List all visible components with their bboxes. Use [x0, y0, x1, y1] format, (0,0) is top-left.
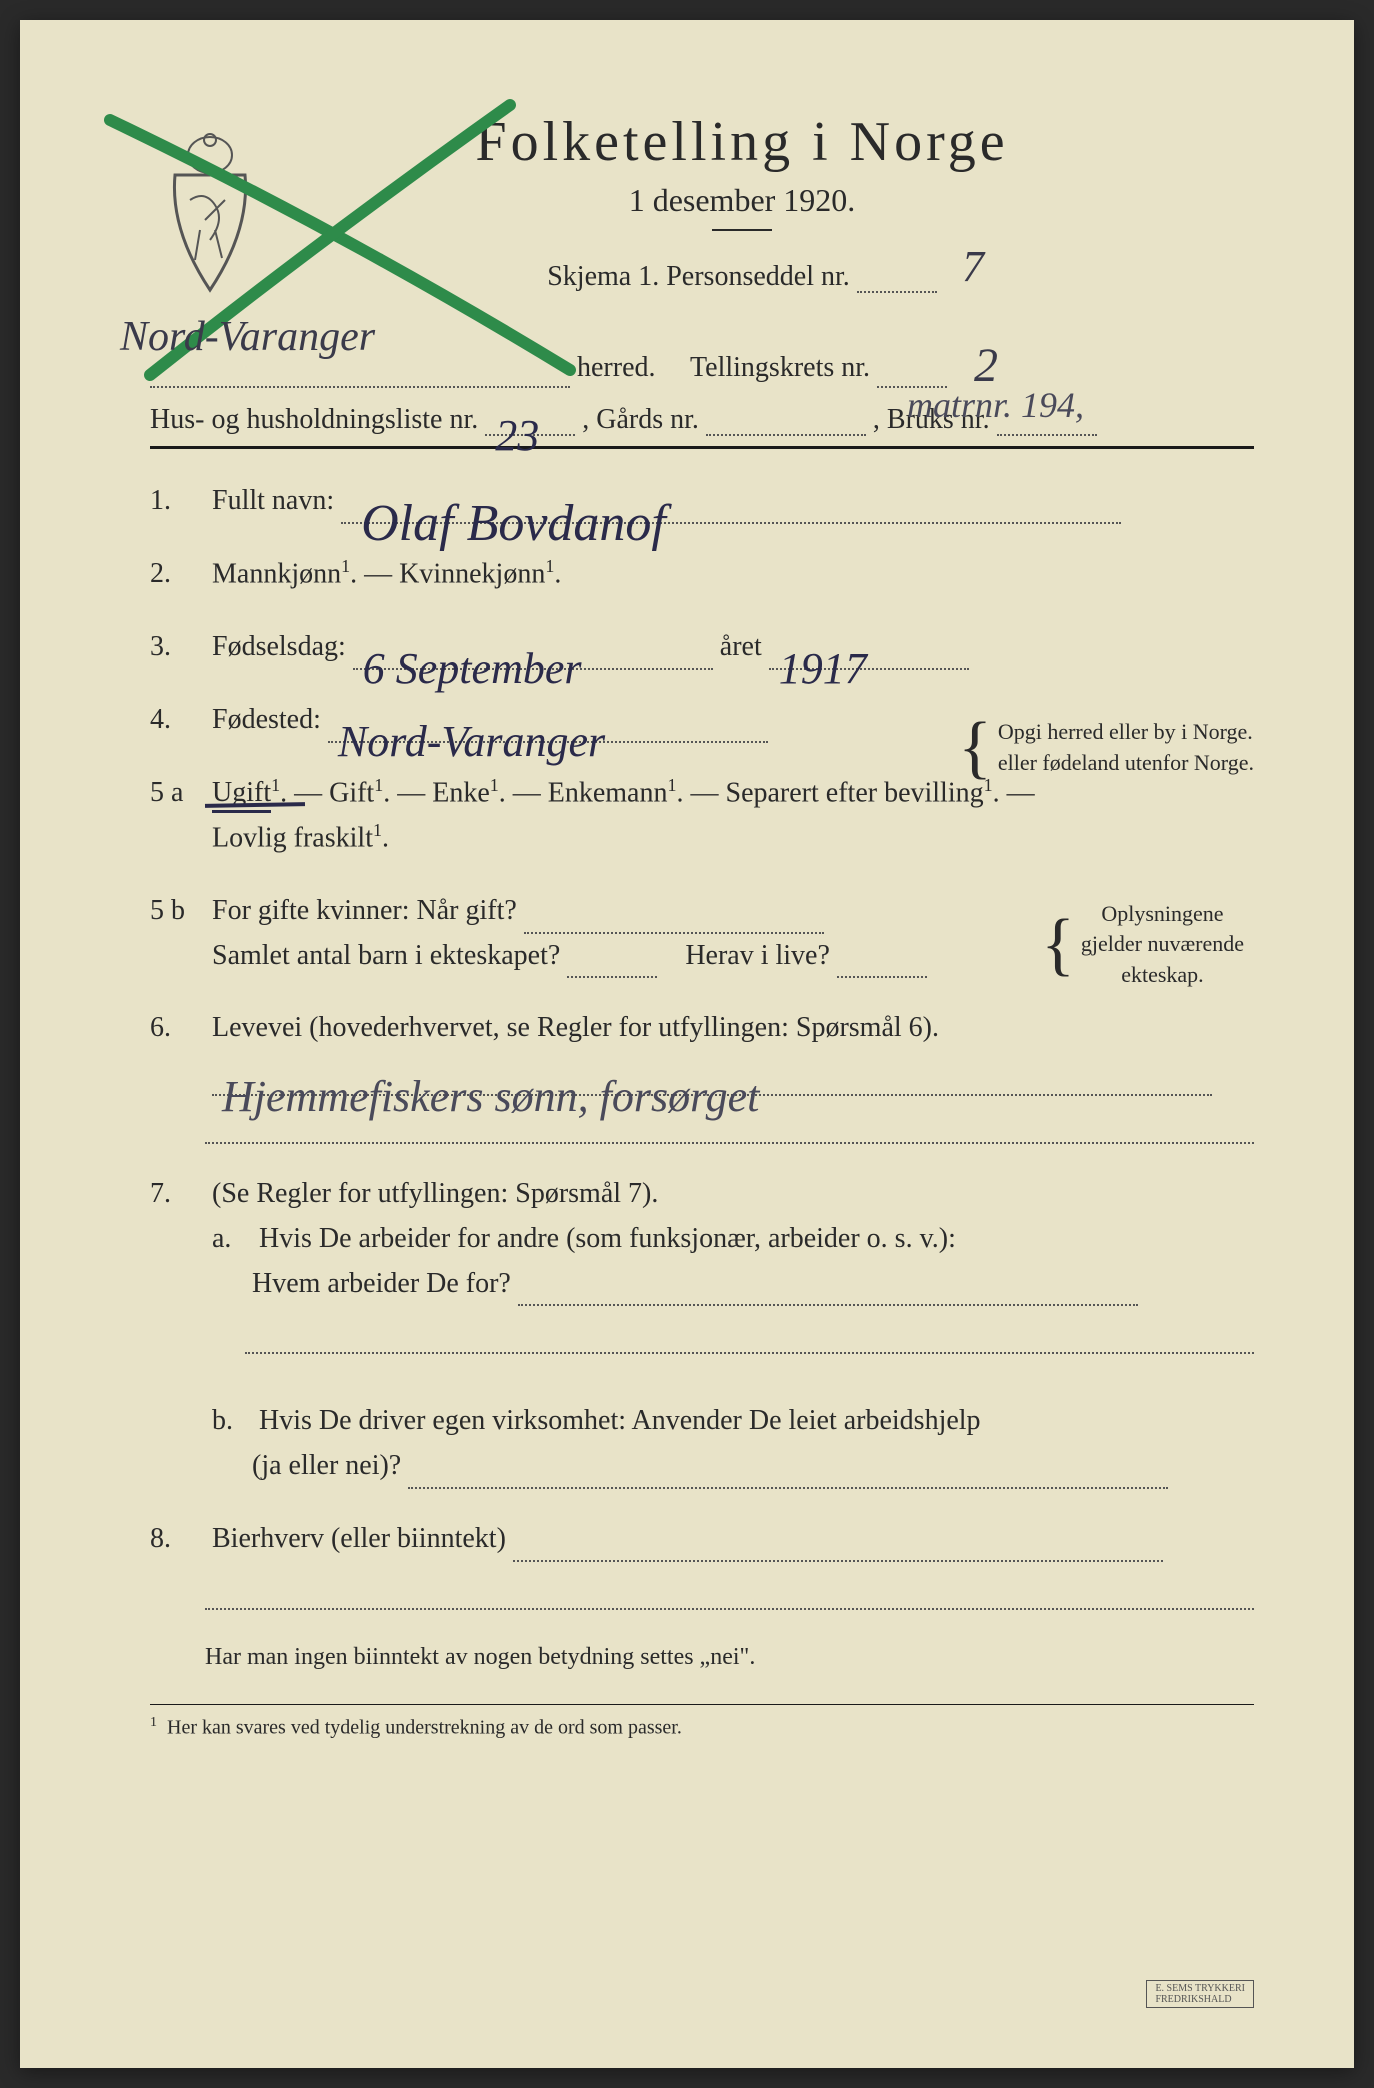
row-num-5b: 5 b [150, 889, 205, 934]
hushold-line: Hus- og husholdningsliste nr. 23 , Gårds… [150, 404, 1254, 436]
footnote: 1 Her kan svares ved tydelig understrekn… [150, 1715, 1254, 1740]
row-num-8: 8. [150, 1517, 205, 1562]
row-3-birthdate: 3. Fødselsdag: 6 September året 1917 [150, 625, 1254, 670]
row-4-birthplace: 4. Fødested: Nord-Varanger { Opgi herred… [150, 698, 1254, 743]
herred-line: Nord-Varanger herred. Tellingskrets nr. … [150, 333, 1254, 388]
row-5a-marital: 5 a Ugift1. — Gift1. — Enke1. — Enkemann… [150, 771, 1254, 861]
row-7a-num: a. [212, 1217, 252, 1262]
row-5b-married-women: 5 b For gifte kvinner: Når gift? Samlet … [150, 889, 1254, 979]
row-7b-num: b. [212, 1399, 252, 1444]
row-5b-brace-note: { Oplysningene gjelder nuværende ekteska… [1035, 889, 1244, 1001]
row-6-occupation: 6. Levevei (hovederhvervet, se Regler fo… [150, 1006, 1254, 1144]
divider-rule [150, 446, 1254, 449]
row-num-4: 4. [150, 698, 205, 743]
row-1-name: 1. Fullt navn: Olaf Bovdanof [150, 479, 1254, 524]
row-num-6: 6. [150, 1006, 205, 1051]
kvinnekjonn-label: Kvinnekjønn [399, 558, 545, 589]
row-2-sex: 2. Mannkjønn1. — Kvinnekjønn1. [150, 552, 1254, 597]
row-num-1: 1. [150, 479, 205, 524]
main-title: Folketelling i Norge [230, 110, 1254, 174]
title-underline [712, 229, 772, 231]
census-date: 1 desember 1920. [230, 182, 1254, 219]
row-num-5a: 5 a [150, 771, 205, 816]
header-area: Folketelling i Norge 1 desember 1920. Sk… [150, 110, 1254, 293]
footnote-rule [150, 1704, 1254, 1705]
gards-label: , Gårds nr. [582, 404, 699, 435]
personseddel-number-hw: 7 [962, 241, 984, 292]
herred-label: herred. [577, 352, 656, 383]
printer-mark: E. SEMS TRYKKERI FREDRIKSHALD [1146, 1980, 1254, 2008]
row-7: 7. (Se Regler for utfyllingen: Spørsmål … [150, 1172, 1254, 1489]
row-4-label: Fødested: [212, 704, 321, 735]
hushold-label: Hus- og husholdningsliste nr. [150, 404, 478, 435]
title-block: Folketelling i Norge 1 desember 1920. Sk… [230, 110, 1254, 293]
herred-name-hw: Nord-Varanger [120, 313, 375, 361]
birth-year-hw: 1917 [779, 634, 867, 704]
tellingskrets-label: Tellingskrets nr. [690, 352, 870, 383]
occupation-hw: Hjemmefiskers sønn, forsørget [222, 1062, 759, 1132]
row-7a-blank-line [245, 1326, 1254, 1354]
nei-note: Har man ingen biinntekt av nogen betydni… [205, 1638, 1254, 1676]
row-1-label: Fullt navn: [212, 485, 334, 516]
row-num-2: 2. [150, 552, 205, 597]
row-3-label: Fødselsdag: [212, 631, 346, 662]
skjema-line: Skjema 1. Personseddel nr. 7 [230, 261, 1254, 293]
mannkjonn-label: Mannkjønn [212, 558, 341, 589]
aret-label: året [720, 631, 762, 662]
row-8-bierhverv: 8. Bierhverv (eller biinntekt) [150, 1517, 1254, 1610]
matrnr-hw: matrnr. 194, [907, 384, 1084, 426]
brace-icon: { [1041, 889, 1075, 1001]
row-8-blank-line [205, 1582, 1254, 1610]
census-form-paper: Folketelling i Norge 1 desember 1920. Sk… [20, 20, 1354, 2068]
skjema-label: Skjema 1. Personseddel nr. [547, 261, 850, 292]
row-num-7: 7. [150, 1172, 205, 1217]
birthplace-hw: Nord-Varanger [338, 707, 605, 777]
hushold-number-hw: 23 [495, 410, 539, 461]
birth-day-hw: 6 September [363, 634, 582, 704]
row-num-3: 3. [150, 625, 205, 670]
